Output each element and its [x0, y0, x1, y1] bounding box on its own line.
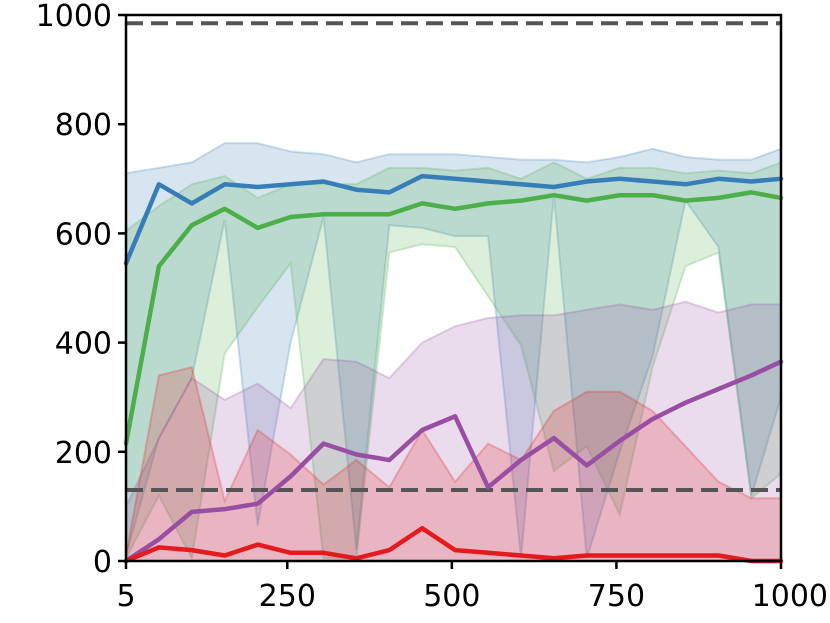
y-axis: 0 200 400 600 800 1000	[36, 0, 126, 580]
series-1-line	[123, 190, 784, 446]
x-tick-label: 500	[423, 579, 480, 614]
y-tick-label: 1000	[36, 0, 112, 34]
x-tick-label: 5	[116, 579, 135, 614]
y-tick-label: 800	[55, 108, 112, 143]
y-tick-label: 0	[93, 545, 112, 580]
y-tick-label: 400	[55, 327, 112, 362]
x-axis: 5 250 500 750 1000	[116, 561, 828, 614]
y-tick-label: 200	[55, 436, 112, 471]
x-tick-label: 250	[259, 579, 316, 614]
series-0-line	[123, 173, 784, 266]
x-tick-label: 750	[588, 579, 645, 614]
series-3-line	[123, 525, 784, 564]
y-tick-label: 600	[55, 217, 112, 252]
series-lines	[123, 173, 784, 564]
series-2-line	[123, 359, 784, 564]
x-tick-label: 1000	[752, 579, 828, 614]
plot-frame	[124, 13, 783, 563]
reference-lines	[126, 21, 781, 493]
confidence-bands	[125, 142, 782, 562]
